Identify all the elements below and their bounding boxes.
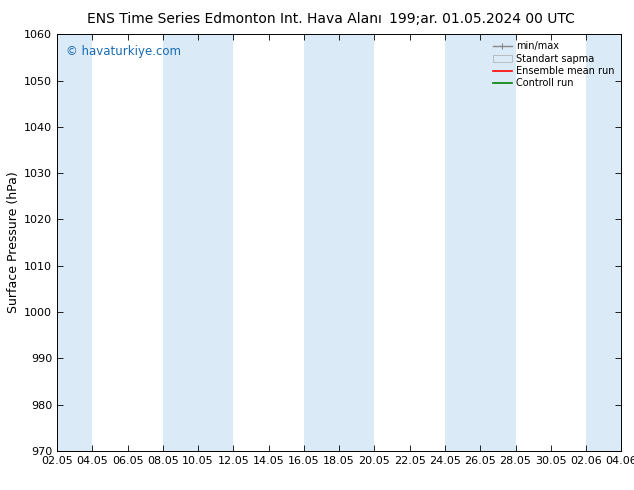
Y-axis label: Surface Pressure (hPa): Surface Pressure (hPa) [7,172,20,314]
Bar [163,34,233,451]
Bar [304,34,375,451]
Text: © havaturkiye.com: © havaturkiye.com [65,45,181,58]
Bar [22,34,93,451]
Text: 199;ar. 01.05.2024 00 UTC: 199;ar. 01.05.2024 00 UTC [389,12,575,26]
Bar [586,34,634,451]
Bar [445,34,515,451]
Text: ENS Time Series Edmonton Int. Hava Alanı: ENS Time Series Edmonton Int. Hava Alanı [87,12,382,26]
Legend: min/max, Standart sapma, Ensemble mean run, Controll run: min/max, Standart sapma, Ensemble mean r… [491,39,616,90]
